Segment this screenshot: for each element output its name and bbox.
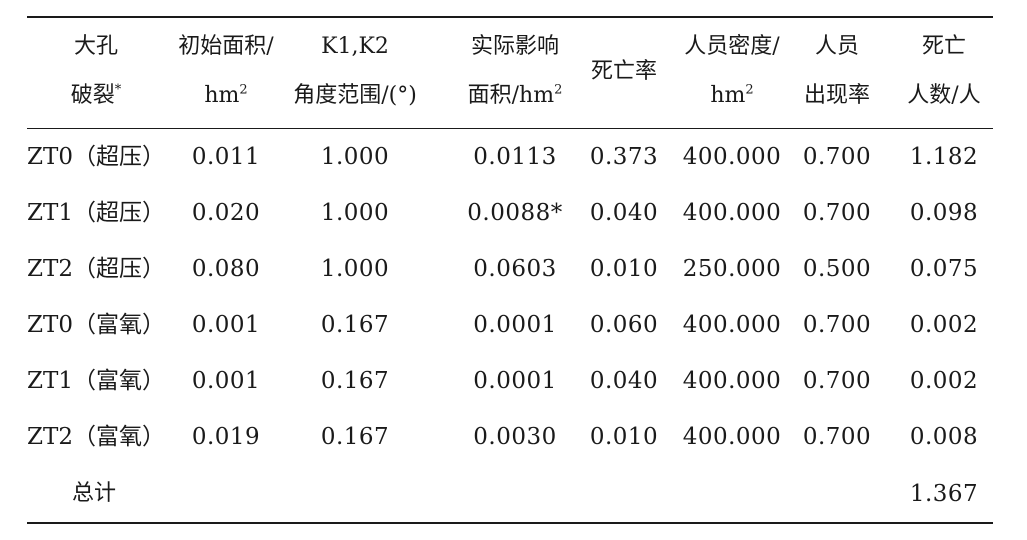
table-cell: 0.060 (589, 312, 659, 338)
table-cell: 0.002 (909, 368, 979, 394)
table-cell: 0.001 (191, 368, 261, 394)
column-header-line2: 面积/hm2 (467, 82, 563, 108)
table-cell: 0.020 (191, 200, 261, 226)
column-header-line1: K1,K2 (321, 34, 389, 59)
column-header-superscript: * (114, 82, 122, 98)
table-cell: 0.700 (802, 368, 872, 394)
table-cell: 0.075 (909, 256, 979, 282)
table-cell: 0.011 (191, 144, 261, 170)
column-header-line2: hm2 (710, 82, 754, 108)
total-value: 1.367 (909, 481, 979, 507)
table-cell: 0.0001 (473, 312, 557, 338)
table-cell: 0.373 (589, 144, 659, 170)
table-cell: 0.700 (802, 200, 872, 226)
table-cell: 0.080 (191, 256, 261, 282)
table-cell: 0.700 (802, 424, 872, 450)
column-header-line2: 角度范围/(°) (293, 83, 417, 108)
column-header-line1: 大孔 (73, 34, 119, 59)
table-top-rule (27, 16, 993, 18)
table-header-rule (27, 128, 993, 129)
table-cell: 0.098 (909, 200, 979, 226)
table-cell: 0.0603 (473, 256, 557, 282)
table-cell: 400.000 (682, 424, 782, 450)
table-cell: 0.040 (589, 368, 659, 394)
row-label: ZT2（超压） (27, 256, 165, 282)
table-cell: 0.040 (589, 200, 659, 226)
table-cell: 0.0088* (467, 200, 563, 226)
table-cell: 0.700 (802, 144, 872, 170)
row-label: ZT0（富氧） (27, 312, 165, 338)
column-header-superscript: 2 (239, 82, 248, 98)
column-header: 死亡率 (590, 59, 658, 84)
table-cell: 0.008 (909, 424, 979, 450)
table-cell: 0.0001 (473, 368, 557, 394)
table-cell: 0.0030 (473, 424, 557, 450)
table-cell: 1.000 (320, 144, 390, 170)
table-cell: 0.167 (320, 424, 390, 450)
table-cell: 250.000 (682, 256, 782, 282)
table-bottom-rule (27, 522, 993, 524)
row-label: ZT2（富氧） (27, 424, 165, 450)
row-label: ZT1（富氧） (27, 368, 165, 394)
table-cell: 1.182 (909, 144, 979, 170)
table-cell: 0.001 (191, 312, 261, 338)
column-header-superscript: 2 (745, 82, 754, 98)
table-cell: 0.700 (802, 312, 872, 338)
table-cell: 400.000 (682, 312, 782, 338)
column-header-line2: hm2 (204, 82, 248, 108)
table-cell: 0.010 (589, 256, 659, 282)
table-cell: 400.000 (682, 144, 782, 170)
table-cell: 0.010 (589, 424, 659, 450)
column-header-line1: 人员密度/ (684, 34, 780, 59)
column-header-line2: 人数/人 (907, 83, 981, 108)
column-header-line1: 人员 (814, 34, 860, 59)
table-cell: 1.000 (320, 200, 390, 226)
row-label: ZT1（超压） (27, 200, 165, 226)
table-cell: 400.000 (682, 368, 782, 394)
column-header-line1: 初始面积/ (178, 34, 274, 59)
column-header-line1: 死亡 (921, 34, 967, 59)
table-cell: 0.500 (802, 256, 872, 282)
table-cell: 0.167 (320, 312, 390, 338)
total-label: 总计 (71, 481, 117, 506)
table-cell: 0.167 (320, 368, 390, 394)
column-header-line2: 破裂* (70, 82, 122, 108)
column-header-line2: 出现率 (803, 83, 871, 108)
column-header-line1: 实际影响 (470, 34, 560, 59)
table-cell: 0.019 (191, 424, 261, 450)
table-cell: 0.0113 (473, 144, 557, 170)
column-header-superscript: 2 (554, 82, 563, 98)
table-cell: 400.000 (682, 200, 782, 226)
row-label: ZT0（超压） (27, 144, 165, 170)
table-cell: 1.000 (320, 256, 390, 282)
table-cell: 0.002 (909, 312, 979, 338)
